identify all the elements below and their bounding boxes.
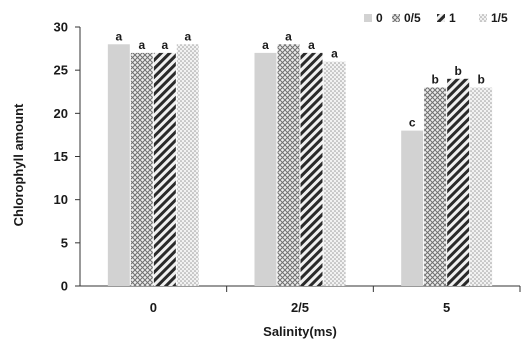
bar: [107, 44, 130, 287]
significance-label: a: [262, 38, 269, 52]
significance-label: b: [477, 72, 484, 86]
legend-swatch: [392, 14, 400, 22]
legend-label: 0/5: [404, 11, 421, 25]
significance-label: a: [331, 47, 338, 61]
significance-label: b: [431, 72, 438, 86]
bar: [254, 52, 277, 287]
y-axis: 0 5 10 15 20 25 30: [54, 20, 81, 294]
y-tick-label: 30: [54, 20, 68, 35]
significance-label: a: [115, 29, 122, 43]
x-axis-title: Salinity(ms): [263, 324, 337, 339]
legend-swatch: [437, 14, 445, 22]
y-tick-label: 15: [54, 149, 68, 164]
bar: [130, 52, 153, 287]
significance-label: c: [409, 116, 416, 130]
bars: a a a a a a a a c b b b: [107, 29, 493, 287]
y-tick-label: 10: [54, 192, 68, 207]
bar: [401, 130, 424, 286]
bar: [424, 87, 447, 286]
x-tick-label: 0: [150, 300, 157, 315]
bar: [300, 52, 323, 287]
x-tick-label: 5: [443, 300, 450, 315]
legend-label: 1/5: [491, 11, 508, 25]
bar: [447, 78, 470, 286]
bar: [470, 87, 493, 286]
significance-label: a: [161, 38, 168, 52]
x-axis: 0 2/5 5: [80, 285, 521, 315]
significance-label: a: [285, 29, 292, 43]
bar: [153, 52, 176, 287]
bar: [277, 44, 300, 287]
y-axis-title: Chlorophyll amount: [11, 103, 26, 226]
significance-label: a: [184, 29, 191, 43]
bar: [323, 61, 346, 287]
y-tick-label: 5: [61, 235, 68, 250]
y-tick-label: 0: [61, 279, 68, 294]
legend: 0 0/5 1 1/5: [364, 11, 508, 25]
bar: [176, 44, 199, 287]
y-tick-label: 25: [54, 63, 68, 78]
legend-label: 1: [449, 11, 456, 25]
x-tick-label: 2/5: [291, 300, 309, 315]
legend-label: 0: [376, 11, 383, 25]
legend-swatch: [364, 14, 372, 22]
y-tick-label: 20: [54, 106, 68, 121]
significance-label: a: [308, 38, 315, 52]
significance-label: a: [138, 38, 145, 52]
legend-swatch: [479, 14, 487, 22]
significance-label: b: [454, 64, 461, 78]
